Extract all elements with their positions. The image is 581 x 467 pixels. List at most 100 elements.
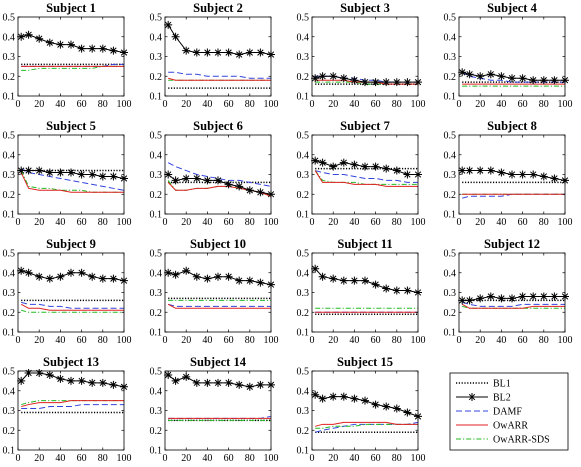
- bl2-marker: [67, 168, 75, 177]
- bl2-marker: [98, 172, 107, 181]
- bl2-marker: [392, 404, 401, 413]
- x-tick-label: 60: [77, 99, 87, 110]
- y-tick-label: 0.1: [150, 328, 163, 339]
- x-tick-label: 100: [117, 335, 132, 346]
- subplot-13: Subject 13 0 20 40 60 80 100 0.1 0.2 0.3 0.4 0.5: [3, 355, 132, 464]
- bl2-marker: [318, 272, 327, 281]
- bl2-marker: [98, 378, 107, 387]
- bl2-marker: [371, 280, 380, 289]
- bl2-marker: [235, 380, 244, 389]
- bl2-marker: [550, 76, 559, 85]
- y-tick-label: 0.2: [150, 308, 163, 319]
- bl2-marker: [382, 78, 391, 87]
- x-tick-label: 60: [224, 453, 234, 464]
- x-tick-label: 20: [328, 99, 338, 110]
- series-damf: [462, 193, 565, 199]
- x-tick-label: 40: [202, 335, 212, 346]
- subplot-title: Subject 15: [337, 355, 393, 369]
- y-tick-label: 0.2: [150, 72, 163, 83]
- bl2-marker: [539, 172, 548, 181]
- y-tick-label: 0.5: [150, 249, 163, 260]
- bl2-marker: [77, 376, 86, 385]
- x-tick-label: 60: [518, 217, 528, 228]
- bl2-marker: [224, 48, 233, 57]
- x-tick-label: 100: [558, 99, 573, 110]
- bl2-marker: [67, 268, 75, 277]
- x-tick-label: 60: [224, 99, 234, 110]
- y-tick-label: 0.1: [297, 92, 310, 103]
- bl2-marker: [164, 370, 173, 379]
- x-tick-label: 40: [496, 335, 506, 346]
- bl2-marker: [497, 168, 506, 177]
- bl2-marker: [35, 166, 44, 175]
- subplot-8: Subject 8 0 20 40 60 80 100 0.1 0.2 0.3 0.4 0.5: [444, 119, 573, 228]
- bl2-marker: [203, 378, 212, 387]
- subplot-5: Subject 5 0 20 40 60 80 100 0.1 0.2 0.3 0.4 0.5: [3, 119, 132, 228]
- x-tick-label: 0: [163, 217, 168, 228]
- y-tick-label: 0.1: [3, 328, 16, 339]
- bl2-marker: [45, 38, 54, 47]
- x-tick-label: 60: [77, 335, 87, 346]
- bl2-marker: [550, 174, 559, 183]
- x-tick-label: 80: [539, 217, 549, 228]
- y-tick-label: 0.1: [3, 210, 16, 221]
- legend-label: BL2: [493, 393, 511, 404]
- series-owarr-sds: [21, 309, 124, 313]
- bl2-marker: [214, 272, 222, 281]
- subplot-1: Subject 1 0 20 40 60 80 100 0.1 0.2 0.3 0.4 0.5: [3, 1, 132, 110]
- series-bl2: [167, 174, 272, 195]
- bl2-marker: [182, 174, 191, 183]
- x-tick-label: 40: [349, 99, 359, 110]
- y-tick-label: 0.1: [150, 210, 163, 221]
- y-tick-label: 0.3: [297, 170, 310, 181]
- x-tick-label: 60: [77, 453, 87, 464]
- x-tick-label: 0: [310, 99, 315, 110]
- legend-label: OwARR-SDS: [493, 435, 550, 446]
- bl2-marker: [508, 294, 516, 303]
- y-tick-label: 0.4: [150, 386, 163, 397]
- bl2-marker: [256, 188, 265, 197]
- y-tick-label: 0.2: [444, 308, 457, 319]
- bl2-marker: [539, 292, 548, 301]
- bl2-marker: [98, 274, 107, 283]
- bl2-marker: [109, 46, 118, 55]
- series-owarr: [167, 182, 272, 197]
- x-tick-label: 60: [77, 217, 87, 228]
- series-owarr: [315, 421, 418, 427]
- bl2-marker: [214, 378, 222, 387]
- x-tick-label: 100: [411, 335, 426, 346]
- x-tick-label: 60: [518, 335, 528, 346]
- x-tick-label: 100: [264, 453, 279, 464]
- x-tick-label: 40: [202, 217, 212, 228]
- bl2-marker: [329, 274, 338, 283]
- x-tick-label: 40: [496, 217, 506, 228]
- x-tick-label: 20: [181, 217, 191, 228]
- bl2-marker: [256, 278, 265, 287]
- bl2-marker: [245, 276, 254, 285]
- x-tick-label: 40: [55, 453, 65, 464]
- y-tick-label: 0.3: [150, 406, 163, 417]
- y-tick-label: 0.1: [297, 446, 310, 457]
- x-tick-label: 20: [181, 99, 191, 110]
- bl2-marker: [465, 70, 474, 79]
- series-owarr: [168, 77, 271, 81]
- y-tick-label: 0.3: [3, 170, 16, 181]
- y-tick-label: 0.5: [150, 131, 163, 142]
- bl2-marker: [403, 286, 412, 295]
- bl2-marker: [318, 72, 327, 81]
- x-tick-label: 40: [496, 99, 506, 110]
- series-damf: [21, 301, 124, 309]
- x-tick-label: 40: [55, 335, 65, 346]
- bl2-marker: [214, 176, 222, 185]
- y-tick-label: 0.4: [444, 32, 457, 43]
- x-tick-label: 20: [475, 99, 485, 110]
- series-owarr-sds: [315, 423, 418, 429]
- bl2-marker: [56, 272, 65, 281]
- x-tick-label: 60: [224, 217, 234, 228]
- bl2-marker: [311, 264, 320, 273]
- y-tick-label: 0.1: [444, 210, 457, 221]
- x-tick-label: 100: [264, 335, 279, 346]
- bl2-marker: [361, 396, 369, 405]
- y-tick-label: 0.2: [150, 426, 163, 437]
- bl2-marker: [476, 294, 485, 303]
